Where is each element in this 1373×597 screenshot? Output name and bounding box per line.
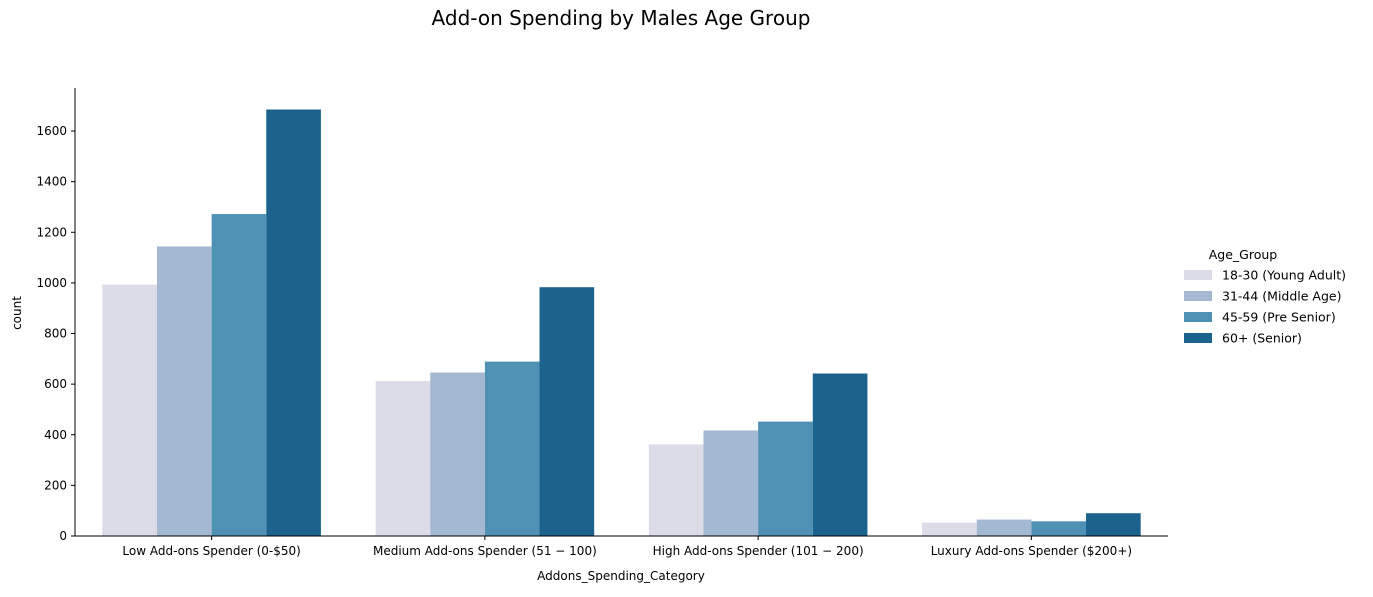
x-axis-label: Addons_Spending_Category [537, 569, 705, 583]
y-axis-ticks: 0 200 400 600 800 1000 1200 1400 1600 [36, 124, 75, 543]
legend-title: Age_Group [1209, 247, 1278, 262]
bar [812, 373, 868, 536]
bar [266, 109, 321, 536]
x-axis-ticks: Low Add-ons Spender (0-$50) Medium Add-on… [122, 536, 1132, 558]
y-tick-label: 800 [44, 327, 67, 341]
plot-area [102, 109, 1141, 537]
bar [430, 372, 485, 536]
y-tick-label: 1400 [36, 175, 67, 189]
x-tick-label: Luxury Add-ons Spender ($200+) [931, 544, 1132, 558]
y-tick-label: 1200 [36, 225, 67, 239]
bar [1031, 521, 1087, 536]
chart-title: Add-on Spending by Males Age Group [432, 6, 811, 30]
legend-label: 18-30 (Young Adult) [1222, 268, 1346, 283]
bar [922, 522, 977, 536]
legend-items: 18-30 (Young Adult) 31-44 (Middle Age) 45-… [1184, 268, 1346, 346]
bar [648, 444, 704, 536]
legend-label: 31-44 (Middle Age) [1222, 289, 1342, 304]
legend-label: 60+ (Senior) [1222, 331, 1302, 346]
bar [211, 214, 267, 537]
legend-swatch [1184, 312, 1212, 322]
y-tick-label: 1000 [36, 276, 67, 290]
y-tick-label: 400 [44, 428, 67, 442]
bar [375, 381, 431, 536]
bar [758, 421, 813, 536]
x-tick-label: Medium Add-ons Spender (51 − 100) [373, 544, 597, 558]
bar [539, 287, 595, 536]
legend-swatch [1184, 291, 1212, 301]
legend-label: 45-59 (Pre Senior) [1222, 310, 1336, 325]
y-tick-label: 1600 [36, 124, 67, 138]
bar [703, 430, 759, 536]
bar [156, 246, 212, 536]
x-tick-label: High Add-ons Spender (101 − 200) [653, 544, 864, 558]
bar [976, 519, 1032, 536]
y-axis-label: count [10, 296, 24, 330]
bar [484, 361, 540, 536]
legend: Age_Group 18-30 (Young Adult) 31-44 (Midd… [1184, 247, 1346, 346]
bar [102, 284, 157, 536]
y-tick-label: 600 [44, 377, 67, 391]
x-tick-label: Low Add-ons Spender (0-$50) [122, 544, 300, 558]
legend-swatch [1184, 333, 1212, 343]
y-tick-label: 0 [59, 529, 67, 543]
bar [1086, 513, 1141, 536]
legend-swatch [1184, 270, 1212, 280]
y-tick-label: 200 [44, 478, 67, 492]
